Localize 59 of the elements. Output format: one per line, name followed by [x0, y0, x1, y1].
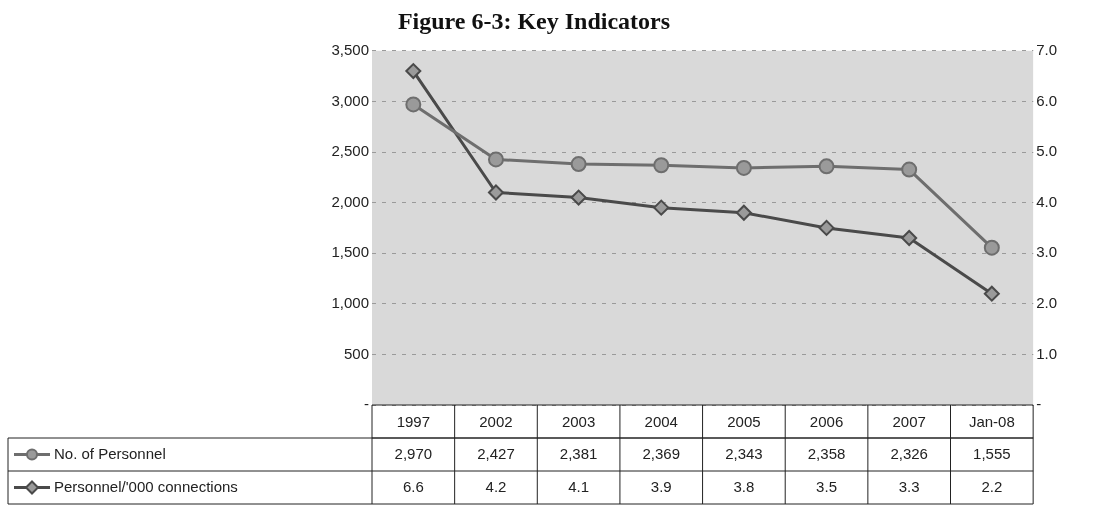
y2-tick-label: 2.0 [1036, 293, 1058, 311]
y2-tick-label: 7.0 [1036, 40, 1058, 58]
data-label: 2,343 [725, 444, 763, 462]
point [487, 184, 504, 201]
point [983, 239, 1000, 256]
y-tick-label: 3,000 [331, 91, 369, 109]
y-tick-label: 3,500 [331, 40, 369, 58]
point [653, 157, 670, 174]
chart-title: Figure 6-3: Key Indicators [397, 7, 671, 34]
y-tick-label: 2,500 [331, 142, 369, 160]
y-tick-label: - [364, 395, 369, 413]
x-tick-label: 2005 [727, 413, 761, 431]
point [487, 151, 504, 168]
x-tick-label: 2002 [479, 413, 513, 431]
y-tick-label: 500 [343, 344, 369, 362]
y-tick-label: 2,000 [331, 192, 369, 210]
data-label: 2.2 [981, 477, 1003, 495]
data-label: 3.3 [898, 477, 920, 495]
point [405, 96, 422, 113]
point [983, 285, 1000, 302]
point [570, 156, 587, 173]
y2-tick-label: 4.0 [1036, 192, 1058, 210]
x-tick-label: Jan-08 [968, 413, 1015, 431]
x-tick-label: 2006 [809, 413, 844, 431]
data-label: 1,555 [973, 444, 1011, 462]
point [735, 204, 752, 221]
data-label: 6.6 [402, 477, 424, 495]
point [735, 159, 752, 176]
data-label: 3.8 [733, 477, 755, 495]
data-label: 2,427 [477, 444, 515, 462]
y2-tick-label: 3.0 [1036, 243, 1058, 261]
point [405, 63, 422, 80]
y2-tick-label: 5.0 [1036, 142, 1058, 160]
data-label: 4.1 [568, 477, 590, 495]
point [901, 230, 918, 247]
point [570, 189, 587, 206]
data-label: 3.5 [816, 477, 837, 495]
point [901, 161, 918, 178]
data-label: 2,358 [807, 444, 846, 462]
y2-tick-label: 1.0 [1036, 344, 1058, 362]
x-tick-label: 2007 [892, 413, 926, 431]
data-label: 3.9 [650, 477, 672, 495]
x-tick-label: 2003 [561, 413, 596, 431]
y2-tick-label: - [1036, 395, 1042, 413]
x-tick-label: 2004 [644, 413, 678, 431]
data-label: 2,381 [559, 444, 598, 462]
y-tick-label: 1,000 [331, 293, 369, 311]
data-label: 2,970 [394, 444, 433, 462]
data-label: 2,326 [890, 444, 928, 462]
legend-label: Personnel/'000 connections [54, 477, 238, 495]
y2-tick-label: 6.0 [1036, 91, 1058, 109]
x-tick-label: 1997 [396, 413, 431, 431]
data-label: 4.2 [485, 477, 507, 495]
point [653, 199, 670, 216]
point [818, 158, 835, 175]
legend-label: No. of Personnel [54, 444, 166, 462]
point [818, 219, 835, 236]
data-label: 2,369 [642, 444, 681, 462]
y-tick-label: 1,500 [331, 243, 369, 261]
